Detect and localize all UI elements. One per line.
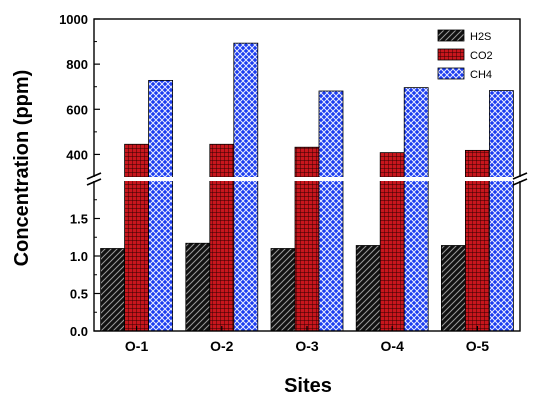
bar-h2s-o-4: [355, 245, 381, 332]
plot-frame: [93, 18, 521, 332]
axis-break: [86, 172, 528, 186]
axis-break-mark: [86, 172, 102, 180]
legend-swatch-h2s: [437, 29, 465, 42]
legend-label-ch4: CH4: [470, 69, 492, 81]
bar-ch4-o-2: [233, 42, 259, 332]
bar-co2-o-4: [379, 152, 405, 332]
bar-co2-o-2: [209, 143, 235, 332]
axis-break-mark: [512, 172, 528, 180]
y-tick-label: 600: [66, 102, 88, 117]
axis-break-mark: [512, 178, 528, 186]
bar-ch4-o-5: [488, 90, 514, 332]
bar-h2s-o-5: [440, 245, 466, 332]
y-tick-label: 400: [66, 147, 88, 162]
legend-swatch-co2: [437, 48, 465, 61]
x-tick-label: O-1: [125, 338, 149, 354]
bar-ch4-o-3: [318, 90, 344, 332]
y-axis-label: Concentration (ppm): [11, 70, 33, 267]
legend-swatch-ch4: [437, 67, 465, 80]
bar-co2-o-1: [124, 143, 149, 332]
bar-h2s-o-3: [270, 248, 296, 332]
y-tick-label: 0.5: [70, 287, 88, 302]
y-tick-label: 1000: [59, 12, 88, 27]
legend: H2S CO2 CH4: [437, 29, 493, 81]
axis-break-mark: [86, 178, 102, 186]
y-tick-label: 1.0: [70, 249, 88, 264]
x-tick-label: O-2: [210, 338, 234, 354]
legend-label-co2: CO2: [470, 50, 493, 62]
x-axis-label: Sites: [284, 375, 332, 397]
axis-ticks: O-1 O-2 O-3 O-4 O-5 400 600 800 1000 0.0 0.5 1.0 1.5: [59, 12, 489, 354]
bar-ch4-o-4: [403, 87, 429, 332]
bar-h2s-o-2: [185, 242, 211, 332]
y-tick-label: 1.5: [70, 212, 88, 227]
y-tick-label: 800: [66, 57, 88, 72]
legend-label-h2s: H2S: [470, 31, 491, 43]
y-tick-label: 0.0: [70, 324, 88, 339]
bar-h2s-o-1: [100, 248, 125, 332]
x-tick-label: O-5: [466, 338, 490, 354]
bar-co2-o-3: [294, 146, 320, 332]
x-tick-label: O-4: [381, 338, 405, 354]
bar-ch4-o-1: [148, 79, 174, 332]
x-tick-label: O-3: [295, 338, 319, 354]
axis-break-gap: [88, 177, 526, 181]
bars-layer: [100, 42, 514, 332]
